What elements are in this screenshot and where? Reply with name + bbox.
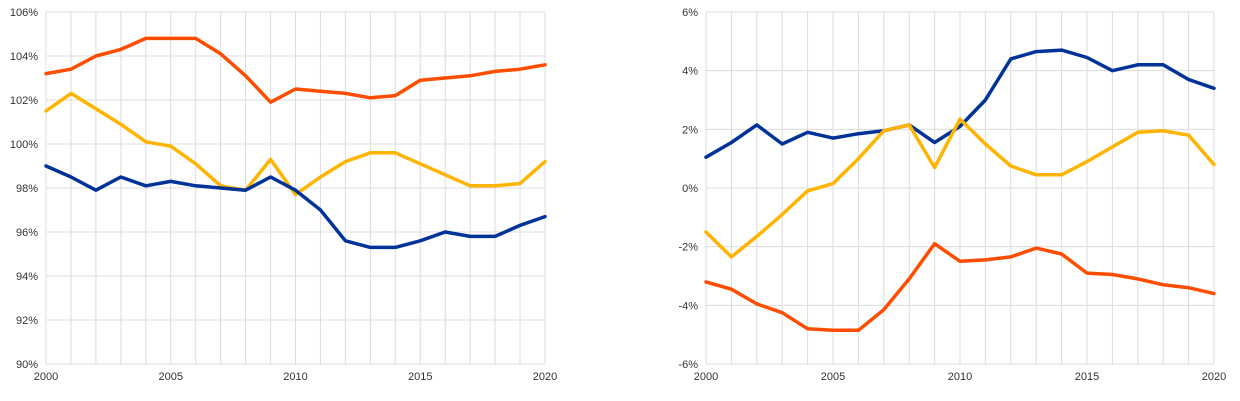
chart-right: -6% -4% -2% 0% 2% 4% 6% 2000 2005 2010 2015 2020 — [678, 7, 1226, 383]
left-series-line-1 — [44, 91, 547, 197]
right-y-tick-label: 4% — [682, 66, 698, 78]
left-y-tick-label: 94% — [16, 271, 38, 283]
left-y-tick-label: 96% — [16, 227, 38, 239]
left-y-tick-label: 100% — [10, 139, 38, 151]
right-y-tick-label: -4% — [678, 300, 698, 312]
right-y-tick-label: 6% — [682, 7, 698, 19]
left-y-tick-label: 104% — [10, 51, 38, 63]
left-series-line-2 — [44, 164, 547, 250]
left-y-tick-label: 102% — [10, 95, 38, 107]
left-y-tick-label: 106% — [10, 7, 38, 19]
left-x-tick-label: 2015 — [408, 371, 432, 383]
left-x-tick-label: 2005 — [159, 371, 183, 383]
right-x-tick-label: 2010 — [948, 371, 972, 383]
right-series-line-0 — [704, 48, 1216, 159]
left-y-tick-label: 98% — [16, 183, 38, 195]
right-x-tick-label: 2005 — [821, 371, 845, 383]
right-x-tick-label: 2020 — [1202, 371, 1226, 383]
right-series-line-2 — [704, 241, 1216, 333]
left-series-line-0 — [44, 36, 547, 104]
left-x-tick-label: 2010 — [283, 371, 307, 383]
right-y-tick-label: 2% — [682, 124, 698, 136]
right-y-tick-label: 0% — [682, 183, 698, 195]
left-x-tick-label: 2000 — [34, 371, 58, 383]
right-y-tick-label: -6% — [678, 359, 698, 371]
right-x-tick-label: 2015 — [1075, 371, 1099, 383]
left-y-tick-label: 90% — [16, 359, 38, 371]
right-x-tick-label: 2000 — [694, 371, 718, 383]
left-x-tick-label: 2020 — [533, 371, 557, 383]
right-series-line-1 — [704, 117, 1216, 259]
left-y-tick-label: 92% — [16, 315, 38, 327]
chart-left: 90% 92% 94% 96% 98% 100% 102% 104% 106% 2000 2005 2… — [10, 7, 557, 383]
right-y-tick-label: -2% — [678, 242, 698, 254]
